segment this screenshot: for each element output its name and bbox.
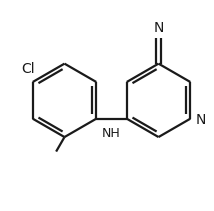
Text: NH: NH: [102, 127, 121, 141]
Text: Cl: Cl: [21, 62, 35, 76]
Text: N: N: [195, 113, 206, 127]
Text: N: N: [153, 21, 164, 35]
